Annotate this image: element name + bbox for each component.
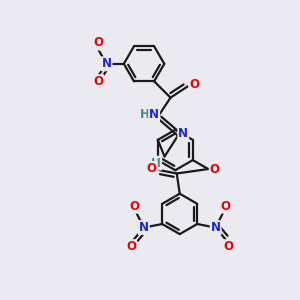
Text: O: O: [126, 240, 136, 253]
Text: O: O: [224, 240, 233, 253]
Text: O: O: [147, 162, 157, 175]
Text: N: N: [178, 127, 188, 140]
Text: N: N: [139, 221, 149, 234]
Text: H: H: [151, 157, 161, 169]
Text: O: O: [210, 163, 220, 176]
Text: O: O: [220, 200, 230, 213]
Text: O: O: [129, 200, 139, 213]
Text: N: N: [149, 108, 159, 122]
Text: O: O: [189, 78, 199, 92]
Text: O: O: [93, 75, 103, 88]
Text: N: N: [102, 57, 112, 70]
Text: O: O: [93, 37, 103, 50]
Text: H: H: [140, 108, 150, 121]
Text: N: N: [211, 221, 221, 234]
